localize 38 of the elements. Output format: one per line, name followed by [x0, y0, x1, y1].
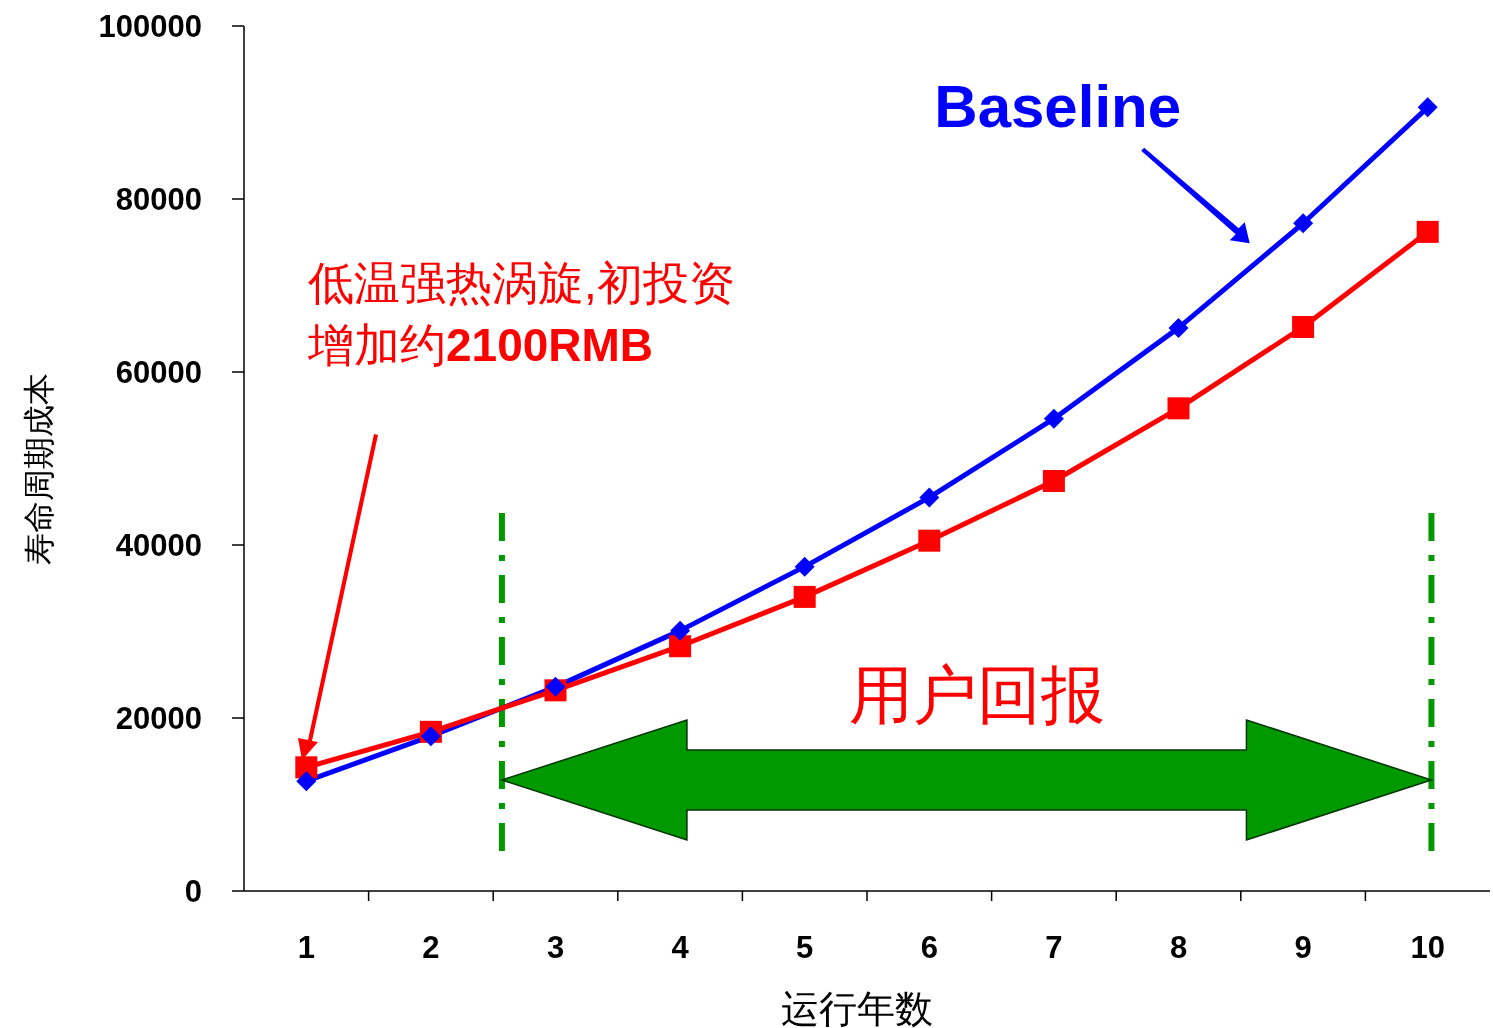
- point: [794, 556, 815, 577]
- y-tick-label: 40000: [115, 528, 202, 563]
- point: [420, 726, 441, 747]
- y-tick-label: 80000: [115, 182, 202, 217]
- x-tick-label: 2: [422, 930, 440, 965]
- point: [1168, 317, 1189, 338]
- x-tick-label: 7: [1045, 930, 1063, 965]
- point: [296, 771, 317, 792]
- y-axis-title: 寿命周期成本: [21, 372, 57, 565]
- x-tick-label: 1: [297, 930, 315, 965]
- y-tick-label: 100000: [98, 9, 202, 44]
- y-tick-label: 0: [184, 874, 202, 909]
- x-tick-label: 10: [1410, 930, 1445, 965]
- x-tick-label: 8: [1169, 930, 1188, 965]
- point: [1167, 397, 1190, 420]
- point: [793, 585, 816, 608]
- x-tick-label: 6: [920, 930, 938, 965]
- point: [670, 620, 691, 641]
- point: [1292, 316, 1315, 339]
- point: [1416, 220, 1439, 243]
- point: [669, 635, 692, 658]
- point: [918, 529, 941, 552]
- point: [919, 487, 940, 508]
- x-axis-title: 运行年数: [781, 988, 933, 1028]
- x-tick-label: 3: [546, 930, 565, 965]
- y-tick-label: 20000: [115, 701, 202, 736]
- text: Baseline: [934, 73, 1182, 141]
- point: [1042, 469, 1065, 492]
- point: [1293, 213, 1314, 234]
- point: [545, 676, 566, 697]
- x-tick-label: 4: [671, 930, 690, 965]
- y-tick-label: 60000: [115, 355, 202, 390]
- x-tick-label: 9: [1294, 930, 1312, 965]
- annotation: 用户回报: [847, 658, 1106, 733]
- x-tick-label: 5: [796, 930, 814, 965]
- point: [1043, 408, 1064, 429]
- annotation: 低温强热涡旋,初投资增加约2100RMB: [308, 256, 736, 373]
- point: [1417, 97, 1438, 118]
